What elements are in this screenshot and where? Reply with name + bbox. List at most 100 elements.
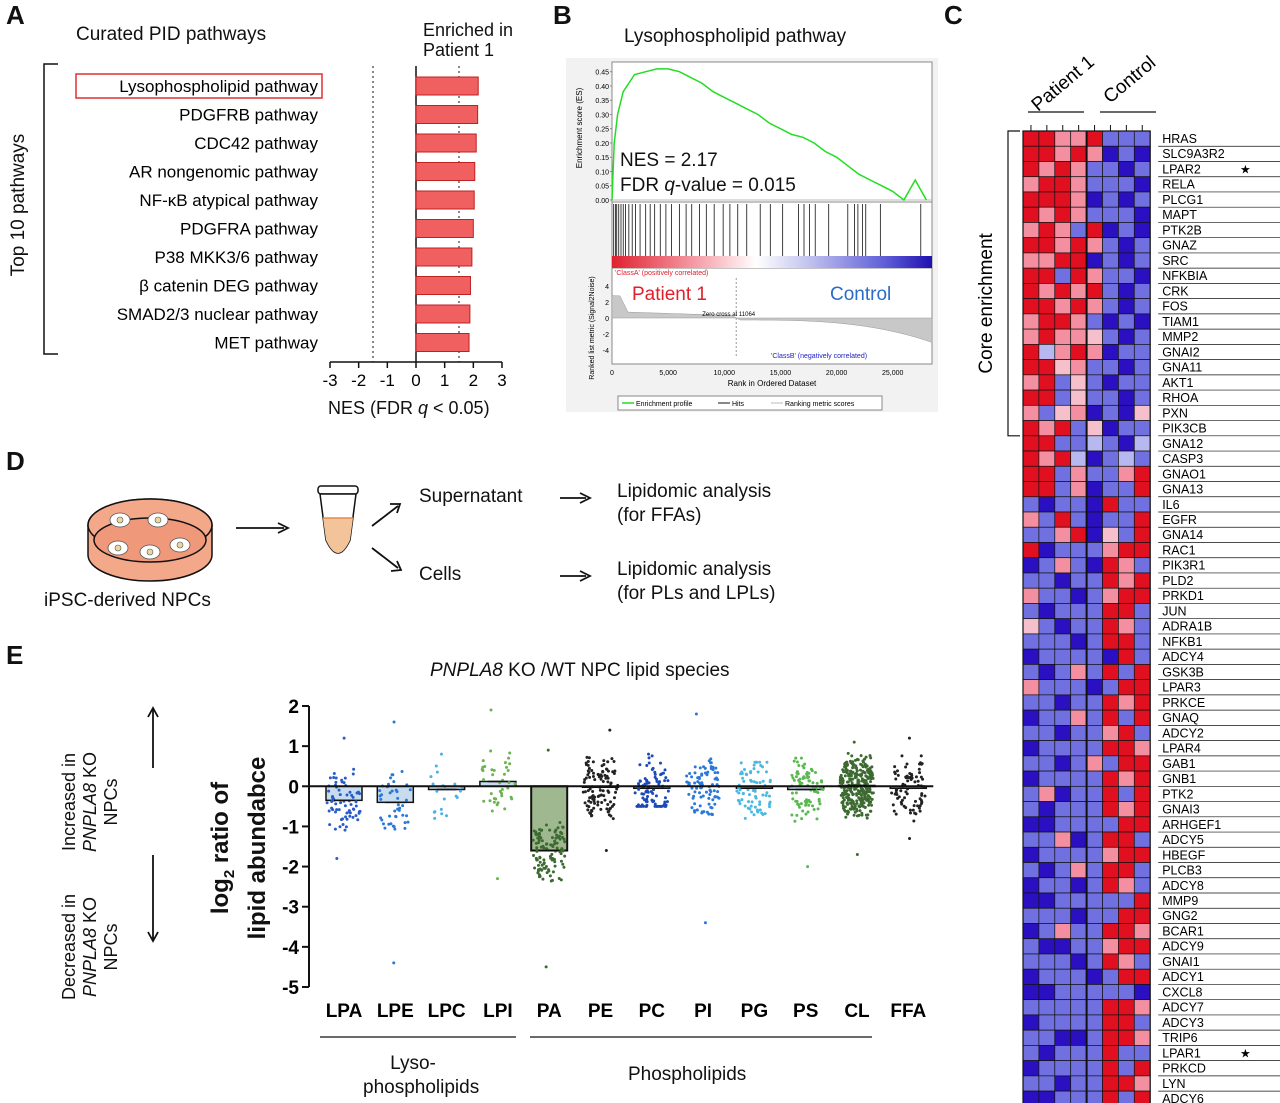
- heatmap-cell: [1102, 542, 1119, 559]
- data-point: [697, 791, 701, 795]
- data-point: [659, 773, 663, 777]
- data-point: [331, 796, 335, 800]
- data-point: [393, 827, 397, 831]
- gene-label: RAC1: [1162, 543, 1195, 557]
- heatmap-cell: [1102, 984, 1119, 1001]
- data-point: [916, 804, 920, 808]
- heatmap-cell: [1102, 953, 1119, 970]
- heatmap-cell: [1038, 679, 1056, 696]
- lyso-line1: Lyso-: [390, 1053, 436, 1074]
- category-label: LPC: [428, 1001, 466, 1022]
- es-tick-label: 0.45: [595, 70, 609, 77]
- y-tick-label: -1: [282, 817, 299, 838]
- data-point: [334, 802, 338, 806]
- gene-label: PRKCD: [1162, 1062, 1206, 1076]
- heatmap-cell: [1133, 633, 1151, 650]
- data-point: [841, 781, 845, 785]
- heatmap-cell: [1070, 846, 1087, 863]
- heatmap-cell: [1133, 968, 1151, 985]
- bar: [415, 105, 479, 124]
- data-point: [704, 790, 708, 794]
- data-point: [602, 794, 606, 798]
- data-point: [378, 789, 382, 793]
- data-point: [917, 806, 921, 810]
- gene-label: LPAR4: [1162, 742, 1201, 756]
- heatmap-cell: [1038, 206, 1056, 223]
- data-point: [645, 789, 649, 793]
- heatmap-cell: [1022, 206, 1040, 223]
- heatmap-cell: [1070, 389, 1087, 406]
- data-point: [711, 798, 715, 802]
- heatmap-cell: [1054, 511, 1072, 528]
- data-point: [739, 772, 743, 776]
- data-point: [816, 791, 820, 795]
- heatmap-cell: [1102, 145, 1119, 162]
- xlabel-prefix: NES (FDR: [328, 398, 418, 418]
- heatmap-cell: [1118, 846, 1135, 863]
- data-point: [699, 795, 703, 799]
- data-point: [749, 804, 753, 808]
- data-point: [914, 775, 918, 779]
- data-point: [806, 865, 810, 869]
- heatmap-cell: [1086, 359, 1103, 376]
- data-point: [394, 815, 398, 819]
- data-point: [864, 791, 868, 795]
- heatmap-cell: [1022, 1029, 1040, 1046]
- heatmap-cell: [1070, 1029, 1087, 1046]
- star-icon: ★: [1240, 1046, 1251, 1060]
- gene-label: CRK: [1162, 284, 1189, 298]
- data-point: [539, 828, 543, 832]
- data-point: [859, 754, 863, 758]
- heatmap-cell: [1054, 1014, 1072, 1031]
- data-point: [583, 801, 587, 805]
- data-point: [490, 768, 494, 772]
- data-point: [815, 781, 819, 785]
- data-point: [767, 794, 771, 798]
- heatmap-cell: [1054, 953, 1072, 970]
- data-point: [858, 809, 862, 813]
- heatmap-cell: [1086, 176, 1103, 193]
- heatmap-cell: [1102, 511, 1119, 528]
- heatmap-cell: [1086, 999, 1103, 1016]
- heatmap-cell: [1054, 1045, 1072, 1061]
- heatmap-cell: [1054, 633, 1072, 650]
- data-point: [554, 836, 558, 840]
- heatmap-cell: [1054, 984, 1072, 1001]
- data-point: [357, 810, 361, 814]
- heatmap-cell: [1118, 191, 1135, 208]
- data-point: [665, 800, 669, 804]
- data-point: [333, 827, 337, 831]
- data-point: [909, 777, 913, 781]
- data-point: [349, 802, 353, 806]
- data-point: [653, 802, 657, 806]
- data-point: [758, 800, 762, 804]
- data-point: [755, 781, 759, 785]
- heatmap-cell: [1118, 770, 1135, 787]
- data-point: [596, 803, 600, 807]
- lipidomic-ffa: Lipidomic analysis (for FFAs): [617, 480, 771, 528]
- heatmap-cell: [1038, 313, 1056, 330]
- panel-b-title: Lysophospholipid pathway: [624, 26, 847, 47]
- data-point: [608, 806, 612, 810]
- heatmap-cell: [1133, 1060, 1151, 1077]
- data-point: [647, 761, 651, 765]
- data-point: [609, 814, 613, 818]
- heatmap-cell: [1133, 374, 1151, 391]
- data-point: [544, 842, 548, 846]
- lipid2-line2: (for PLs and LPLs): [617, 583, 776, 604]
- data-point: [537, 833, 541, 837]
- category-label: LPI: [483, 1001, 513, 1022]
- heatmap-cell: [1133, 267, 1151, 284]
- heatmap-cell: [1133, 481, 1151, 498]
- gene-label: GNA11: [1162, 361, 1202, 375]
- heatmap-cell: [1022, 404, 1040, 421]
- data-point: [893, 765, 897, 769]
- heatmap-cell: [1038, 222, 1056, 239]
- heatmap-cell: [1118, 359, 1135, 376]
- data-point: [700, 810, 704, 814]
- gene-label: PLCB3: [1162, 864, 1202, 878]
- data-point: [708, 792, 712, 796]
- data-point: [765, 791, 769, 795]
- lyso-line2: phospholipids: [363, 1077, 480, 1098]
- heatmap-cell: [1086, 740, 1103, 757]
